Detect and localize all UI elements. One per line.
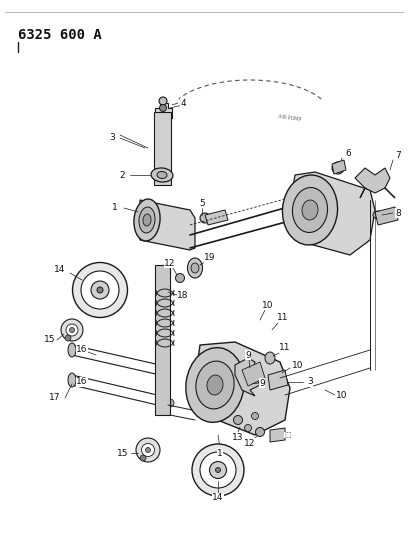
- Ellipse shape: [251, 413, 259, 419]
- Text: 9: 9: [245, 351, 251, 359]
- Text: 12: 12: [244, 439, 256, 448]
- Text: 11: 11: [279, 343, 291, 352]
- Ellipse shape: [207, 375, 223, 395]
- Polygon shape: [270, 428, 285, 442]
- Ellipse shape: [196, 361, 234, 409]
- Text: 13: 13: [232, 432, 244, 441]
- Text: 3: 3: [307, 377, 313, 386]
- Polygon shape: [140, 200, 195, 250]
- Ellipse shape: [65, 335, 71, 341]
- Text: 17: 17: [49, 393, 61, 402]
- Ellipse shape: [66, 324, 78, 336]
- Ellipse shape: [282, 175, 337, 245]
- Text: 12: 12: [164, 259, 176, 268]
- Text: 10: 10: [336, 391, 348, 400]
- Polygon shape: [268, 370, 288, 390]
- Ellipse shape: [175, 273, 184, 282]
- Text: 18: 18: [177, 290, 189, 300]
- Ellipse shape: [159, 97, 167, 105]
- Text: 14: 14: [54, 265, 66, 274]
- Ellipse shape: [200, 213, 210, 223]
- Polygon shape: [155, 103, 172, 118]
- Ellipse shape: [156, 366, 164, 374]
- Text: 15: 15: [44, 335, 56, 344]
- Polygon shape: [375, 207, 398, 225]
- Text: 1: 1: [217, 448, 223, 457]
- Ellipse shape: [166, 399, 174, 407]
- Text: AIR PUMP: AIR PUMP: [278, 114, 302, 122]
- Polygon shape: [242, 362, 265, 386]
- Ellipse shape: [69, 327, 75, 333]
- Ellipse shape: [97, 287, 103, 293]
- Text: 5: 5: [199, 198, 205, 207]
- Ellipse shape: [233, 416, 242, 424]
- Ellipse shape: [73, 262, 127, 318]
- Text: 14: 14: [212, 494, 224, 503]
- Polygon shape: [154, 112, 171, 185]
- Ellipse shape: [255, 427, 264, 437]
- Polygon shape: [332, 160, 346, 174]
- Ellipse shape: [157, 172, 167, 179]
- Text: 3: 3: [109, 133, 115, 142]
- Polygon shape: [195, 342, 290, 435]
- Polygon shape: [290, 172, 375, 255]
- Ellipse shape: [140, 455, 146, 461]
- Text: 4: 4: [180, 99, 186, 108]
- Text: 1: 1: [112, 204, 118, 213]
- Ellipse shape: [151, 168, 173, 182]
- Polygon shape: [155, 265, 170, 415]
- Ellipse shape: [160, 104, 166, 111]
- Text: ⬚: ⬚: [285, 432, 291, 438]
- Ellipse shape: [136, 438, 160, 462]
- Ellipse shape: [192, 444, 244, 496]
- Text: 2: 2: [119, 171, 125, 180]
- Ellipse shape: [142, 443, 155, 456]
- Ellipse shape: [215, 467, 220, 472]
- Ellipse shape: [68, 373, 76, 387]
- Ellipse shape: [146, 448, 151, 453]
- Ellipse shape: [139, 207, 155, 233]
- Text: 10: 10: [292, 360, 304, 369]
- Text: 9: 9: [259, 378, 265, 387]
- Ellipse shape: [81, 271, 119, 309]
- Ellipse shape: [332, 162, 344, 174]
- Ellipse shape: [134, 199, 160, 241]
- Polygon shape: [355, 168, 395, 198]
- Text: 19: 19: [204, 254, 216, 262]
- Ellipse shape: [188, 258, 202, 278]
- Text: 8: 8: [395, 208, 401, 217]
- Text: 15: 15: [117, 448, 129, 457]
- Text: 6325 600 A: 6325 600 A: [18, 28, 102, 42]
- Ellipse shape: [244, 424, 251, 432]
- Ellipse shape: [293, 188, 328, 232]
- Ellipse shape: [302, 200, 318, 220]
- Text: 10: 10: [262, 301, 274, 310]
- Ellipse shape: [373, 211, 383, 219]
- Polygon shape: [205, 210, 228, 225]
- Ellipse shape: [186, 348, 244, 422]
- Text: 7: 7: [395, 150, 401, 159]
- Ellipse shape: [209, 462, 226, 479]
- Text: 11: 11: [277, 313, 289, 322]
- Ellipse shape: [265, 352, 275, 364]
- Ellipse shape: [61, 319, 83, 341]
- Text: 16: 16: [76, 344, 88, 353]
- Ellipse shape: [143, 214, 151, 226]
- Ellipse shape: [191, 263, 199, 273]
- Polygon shape: [235, 358, 260, 396]
- Text: 16: 16: [76, 377, 88, 386]
- Ellipse shape: [200, 452, 236, 488]
- Ellipse shape: [91, 281, 109, 299]
- Text: 6: 6: [345, 149, 351, 157]
- Ellipse shape: [68, 343, 76, 357]
